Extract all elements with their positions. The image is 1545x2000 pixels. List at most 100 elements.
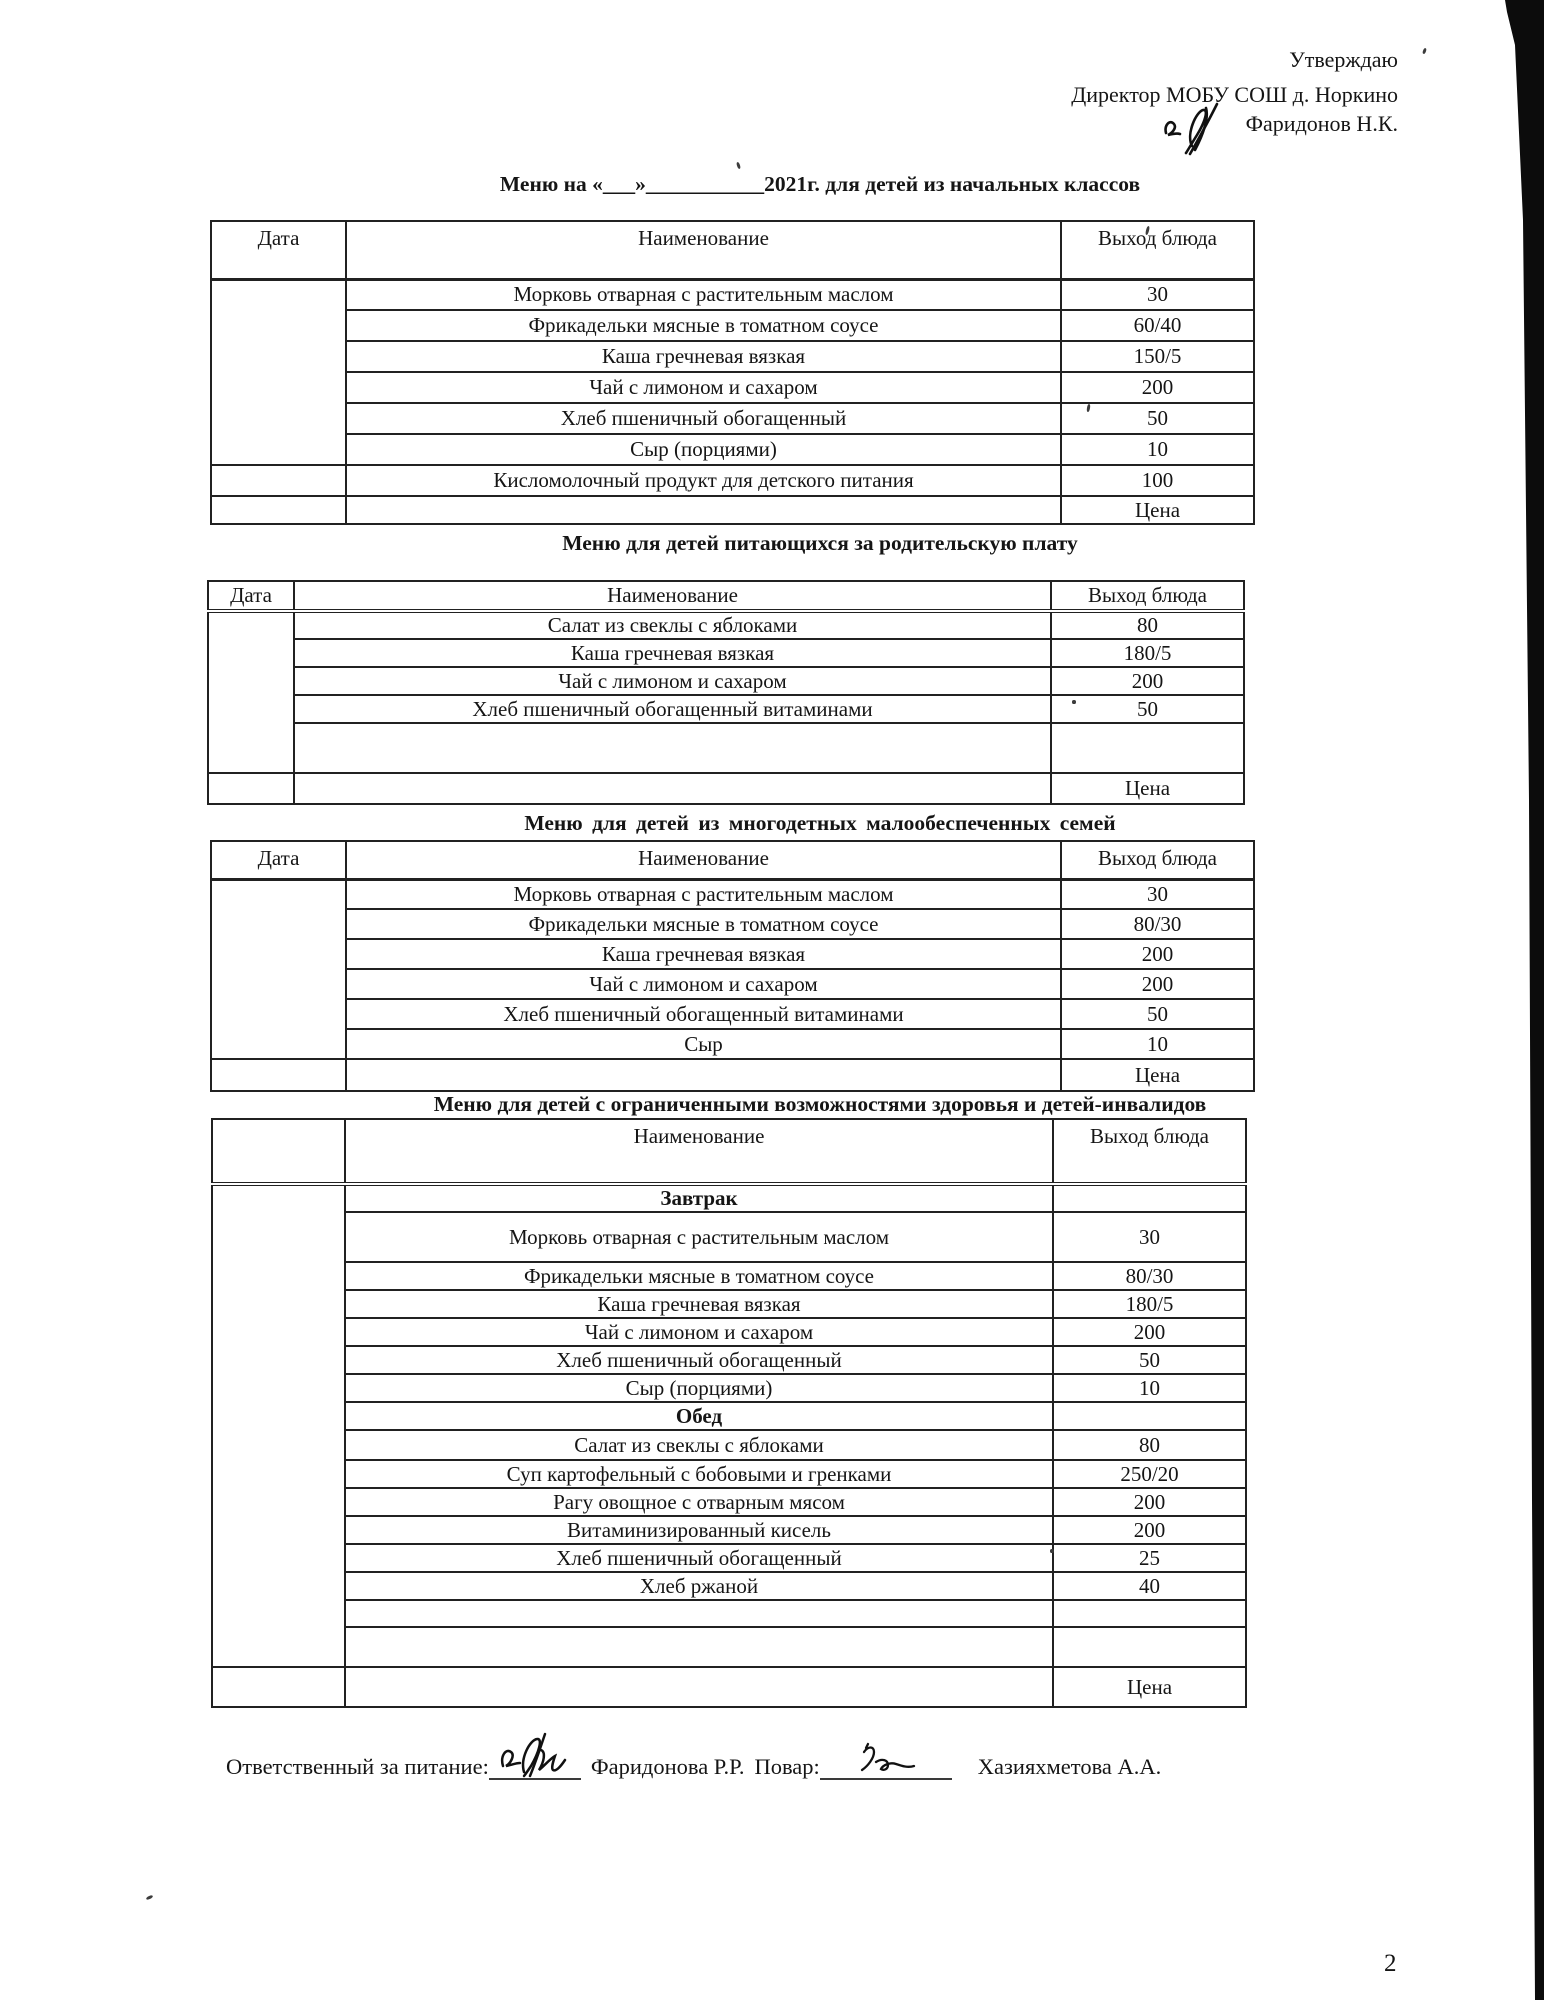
header-row: Дата Наименование Выход блюда [210,840,1255,881]
dish-name-cell: Кисломолочный продукт для детского питан… [345,464,1062,497]
date-cell [207,610,295,774]
menu-row: Чай с лимоном и сахаром 200 [208,666,1245,696]
dish-output-cell: 30 [1060,278,1255,311]
dish-output-cell: 80/30 [1052,1261,1247,1291]
meal-header-row: Завтрак [211,1183,1247,1668]
output-column-header: Выход блюда [1050,580,1245,613]
menu-row: Суп картофельный с бобовыми и гренками 2… [212,1459,1247,1489]
meal-section-label: Завтрак [344,1183,1054,1213]
empty-cell [293,722,1052,774]
director-signature-icon [1163,102,1218,156]
approval-signer-name: Фаридонов Н.К. [1245,111,1398,136]
dish-output-cell: 200 [1052,1317,1247,1347]
dish-output-cell: 200 [1060,938,1255,970]
dish-name-cell: Сыр [345,1028,1062,1060]
dish-name-cell: Фрикадельки мясные в томатном соусе [345,908,1062,940]
menu-row: Чай с лимоном и сахаром 200 [211,371,1255,404]
dish-name-cell: Чай с лимоном и сахаром [345,371,1062,404]
menu-row: Сыр 10 [211,1028,1255,1060]
menu-row: Фрикадельки мясные в томатном соусе 80/3… [212,1261,1247,1291]
dish-output-cell: 100 [1060,464,1255,497]
scan-speckle [145,1894,154,1901]
empty-cell [293,772,1052,805]
date-column-header: Дата [210,840,347,881]
menu-title-3: Меню для детей из многодетных малообеспе… [524,811,1116,835]
name-column-header: Наименование [293,580,1052,613]
scan-speckle [1422,47,1427,55]
menu-row: Хлеб пшеничный обогащенный 50 [212,1345,1247,1375]
date-cell [211,1183,346,1668]
empty-row [212,1626,1247,1668]
name-column-header: Наименование [345,840,1062,881]
dish-output-cell: 80 [1050,610,1245,640]
menu-row: Фрикадельки мясные в томатном соусе 60/4… [211,309,1255,342]
menu-row: Сыр (порциями) 10 [212,1373,1247,1403]
menu-table-3: Дата Наименование Выход блюда Морковь от… [210,840,1255,1092]
dish-name-cell: Чай с лимоном и сахаром [345,968,1062,1000]
dish-output-cell: 200 [1052,1487,1247,1517]
dish-name-cell: Хлеб ржаной [344,1571,1054,1601]
output-column-header: Выход блюда [1060,220,1255,281]
menu-row: Каша гречневая вязкая 150/5 [211,340,1255,373]
dish-name-cell: Сыр (порциями) [345,433,1062,466]
price-label-cell: Цена [1060,1058,1255,1092]
empty-row [208,722,1245,774]
menu-row: Хлеб ржаной 40 [212,1571,1247,1601]
menu-row: Морковь отварная с растительным маслом 3… [210,278,1255,466]
dish-name-cell: Каша гречневая вязкая [344,1289,1054,1319]
output-column-header: Выход блюда [1052,1118,1247,1186]
cook-label: Повар: [754,1754,820,1779]
menu-row: Кисломолочный продукт для детского питан… [210,464,1255,497]
dish-name-cell: Салат из свеклы с яблоками [293,610,1052,640]
dish-name-cell: Хлеб пшеничный обогащенный [344,1345,1054,1375]
dish-output-cell: 80/30 [1060,908,1255,940]
dish-output-cell: 10 [1060,433,1255,466]
dish-output-cell: 60/40 [1060,309,1255,342]
empty-cell [344,1626,1054,1668]
menu-row: Морковь отварная с растительным маслом 3… [212,1211,1247,1263]
menu-row: Хлеб пшеничный обогащенный 50 [211,402,1255,435]
menu-row: Каша гречневая вязкая 180/5 [212,1289,1247,1319]
page-number: 2 [1384,1950,1397,1977]
meal-header-row: Обед [212,1401,1247,1431]
date-cell [211,1666,346,1708]
dish-output-cell: 50 [1060,998,1255,1030]
dish-output-cell: 10 [1052,1373,1247,1403]
empty-cell [345,1058,1062,1092]
price-row: Цена [210,495,1255,525]
dish-name-cell: Каша гречневая вязкая [345,938,1062,970]
menu-row: Фрикадельки мясные в томатном соусе 80/3… [211,908,1255,940]
cook-signature-icon [860,1742,915,1772]
menu-row: Хлеб пшеничный обогащенный 25 [212,1543,1247,1573]
approval-line-signer: Фаридонов Н.К. [1000,102,1398,156]
empty-header-cell [211,1118,346,1186]
dish-output-cell: 180/5 [1052,1289,1247,1319]
dish-output-cell: 180/5 [1050,638,1245,668]
dish-name-cell: Хлеб пшеничный обогащенный витаминами [293,694,1052,724]
date-cell [210,1058,347,1092]
menu-row: Рагу овощное с отварным мясом 200 [212,1487,1247,1517]
cook-signature-line [819,1742,952,1780]
empty-cell [1050,722,1245,774]
dish-output-cell: 40 [1052,1571,1247,1601]
header-row: Наименование Выход блюда [211,1118,1247,1186]
price-label-cell: Цена [1052,1666,1247,1708]
menu-table-4: Наименование Выход блюда Завтрак Морковь… [211,1118,1247,1708]
price-label-cell: Цена [1060,495,1255,525]
dish-name-cell: Чай с лимоном и сахаром [344,1317,1054,1347]
menu-row: Чай с лимоном и сахаром 200 [212,1317,1247,1347]
menu-row: Каша гречневая вязкая 180/5 [208,638,1245,668]
date-cell [207,772,295,805]
output-column-header: Выход блюда [1060,840,1255,881]
date-column-header: Дата [207,580,295,613]
empty-cell [345,495,1062,525]
menu-row: Хлеб пшеничный обогащенный витаминами 50 [211,998,1255,1030]
dish-name-cell: Хлеб пшеничный обогащенный [345,402,1062,435]
dish-output-cell: 250/20 [1052,1459,1247,1489]
date-cell [210,878,347,1060]
dish-name-cell: Морковь отварная с растительным маслом [345,278,1062,311]
dish-output-cell: 10 [1060,1028,1255,1060]
name-column-header: Наименование [345,220,1062,281]
menu-row: Морковь отварная с растительным маслом 3… [210,878,1255,1060]
